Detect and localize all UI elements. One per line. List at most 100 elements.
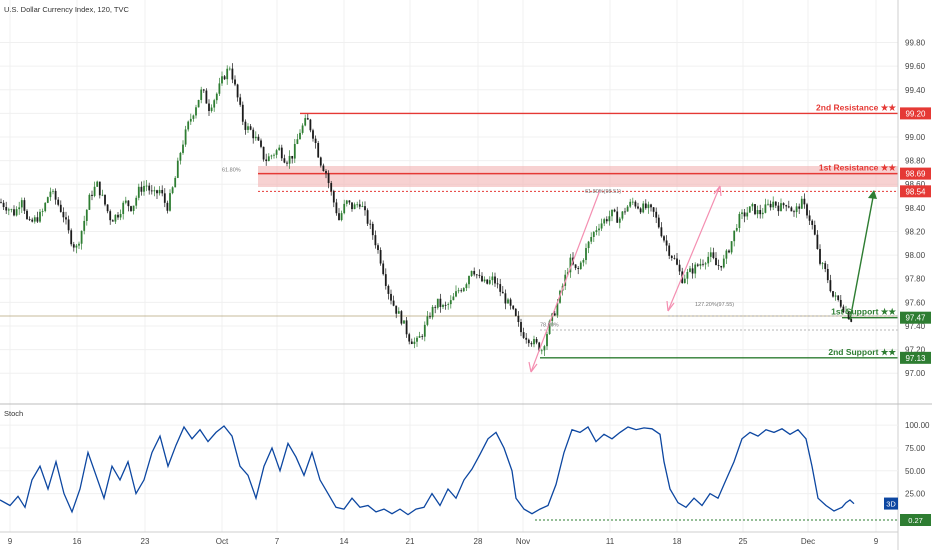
candle-body	[200, 89, 203, 100]
candle-body	[449, 300, 452, 305]
candle-body	[273, 154, 275, 156]
price-tick-label: 98.40	[905, 204, 926, 213]
candle-body	[842, 306, 845, 313]
price-axis: 99.80 99.60 99.40 99.20 99.00 98.80 98.60 98.40…	[897, 0, 931, 550]
candle-body	[798, 206, 801, 209]
candle-body	[236, 84, 239, 98]
candle-body	[119, 214, 122, 218]
price-tick-label: 97.60	[905, 298, 926, 307]
candle-body	[806, 204, 808, 216]
candle-body	[20, 200, 23, 208]
date-tick-label: Oct	[216, 537, 229, 546]
candle-body	[182, 144, 184, 153]
candle-body	[452, 296, 455, 301]
candle-body	[767, 203, 769, 205]
candle-body	[361, 206, 364, 207]
candle-body	[733, 230, 736, 242]
candle-body	[787, 206, 790, 208]
candle-body	[644, 203, 647, 209]
candle-body	[410, 341, 413, 344]
candle-body	[366, 210, 369, 224]
candle-body	[62, 211, 65, 218]
candle-body	[569, 257, 572, 273]
candle-body	[460, 290, 463, 292]
candle-body	[340, 213, 343, 221]
candle-body	[574, 264, 577, 269]
candle-body	[18, 207, 21, 210]
candle-body	[400, 311, 403, 324]
candle-body	[184, 129, 187, 145]
candle-body	[426, 316, 429, 325]
candle-body	[338, 213, 340, 221]
candle-body	[218, 83, 221, 94]
candle-body	[234, 79, 236, 85]
price-pane: 61.80%61.80%(98.51)78.60%127.20%(97.55) …	[0, 5, 898, 374]
candle-body	[41, 211, 44, 212]
date-tick-label: 28	[474, 537, 483, 546]
candle-body	[72, 244, 75, 248]
support-resistance-lines	[258, 112, 898, 359]
candle-body	[46, 197, 49, 203]
candle-body	[847, 311, 850, 320]
green-arrow	[849, 191, 875, 321]
date-tick-label: 14	[340, 537, 349, 546]
date-tick-label: 7	[275, 537, 280, 546]
candle-body	[221, 76, 223, 84]
price-tag-box	[900, 351, 931, 364]
candle-body	[57, 199, 60, 205]
candle-body	[257, 136, 260, 141]
candle-body	[384, 274, 387, 286]
candle-body	[189, 118, 192, 122]
candle-body	[275, 150, 278, 155]
candle-body	[254, 136, 257, 139]
candle-body	[80, 230, 83, 244]
candle-body	[423, 324, 426, 337]
stochastic-axis-ticks: 100.00 75.00 50.00 25.00	[905, 421, 930, 498]
stochastic-k-line	[0, 425, 855, 516]
candle-body	[187, 121, 190, 130]
candle-body	[839, 299, 842, 307]
candle-body	[117, 214, 119, 218]
candle-body	[800, 198, 803, 209]
candle-body	[174, 177, 177, 188]
candle-body	[691, 268, 694, 274]
candle-body	[772, 201, 775, 208]
candle-body	[15, 209, 18, 216]
candle-body	[247, 126, 249, 130]
price-tick-label: 98.80	[905, 157, 926, 166]
price-tag-box	[900, 167, 931, 180]
candle-body	[600, 223, 603, 229]
candle-body	[39, 211, 41, 222]
fibonacci-labels: 61.80% 61.80%(98.51) 78.60% 127.20%(97.55)	[222, 168, 734, 329]
candle-body	[514, 308, 517, 316]
price-tick-label: 99.60	[905, 62, 926, 71]
candle-body	[769, 203, 772, 208]
candle-body	[296, 139, 299, 144]
candle-body	[205, 90, 208, 104]
stoch-tick-label: 25.00	[905, 490, 926, 499]
candle-body	[553, 313, 556, 316]
candle-body	[36, 217, 39, 222]
candle-body	[673, 257, 676, 259]
candle-body	[475, 274, 478, 276]
candle-body	[655, 211, 658, 218]
candle-body	[650, 204, 652, 208]
candle-body	[522, 332, 525, 338]
candle-body	[403, 320, 405, 324]
candle-body	[325, 170, 327, 174]
candle-body	[7, 209, 10, 211]
candle-body	[722, 258, 725, 268]
candle-body	[455, 291, 457, 297]
price-tag-label: 97.13	[905, 354, 926, 363]
candle-body	[470, 270, 473, 277]
candle-body	[782, 203, 785, 206]
candle-body	[429, 316, 431, 318]
candle-body	[647, 204, 650, 209]
candle-body	[785, 205, 788, 207]
candle-body	[678, 264, 681, 272]
candle-body	[179, 152, 182, 161]
candle-body	[122, 202, 125, 215]
candle-body	[202, 89, 205, 91]
candle-body	[527, 339, 530, 344]
candle-body	[465, 284, 468, 289]
